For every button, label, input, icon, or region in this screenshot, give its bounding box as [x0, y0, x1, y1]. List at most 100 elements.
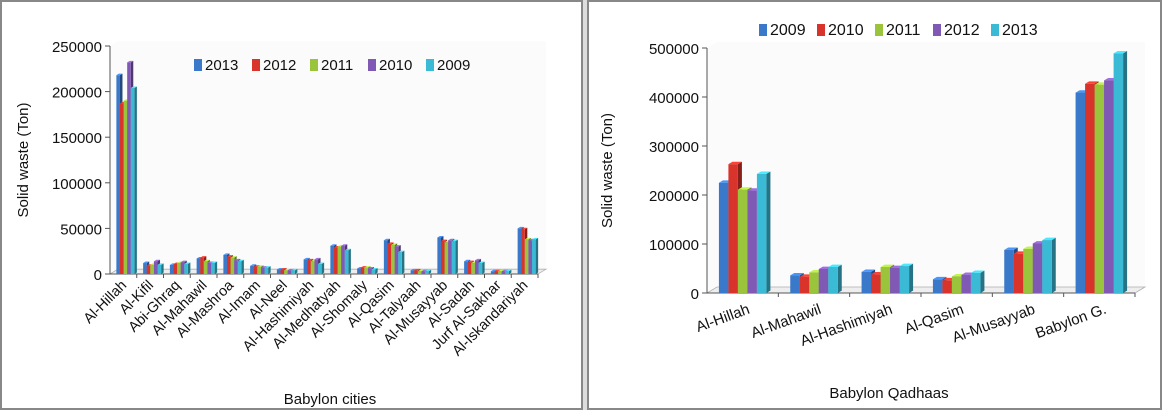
- bar-al-qasim-2013: [383, 240, 388, 274]
- bar-al-mahawil-2012: [818, 268, 829, 293]
- bar-al-neel-2010: [287, 270, 292, 274]
- bar-top: [1004, 247, 1018, 250]
- bar-top: [478, 261, 485, 264]
- bar-al-qasim-2012: [961, 274, 971, 293]
- bar-top: [440, 239, 448, 242]
- legend-label-2009: 2009: [770, 22, 806, 39]
- bar-side: [535, 237, 539, 274]
- bar-top: [303, 257, 310, 260]
- bar-al-sadah-2009: [478, 263, 483, 274]
- bar-top: [474, 258, 482, 261]
- bar-top: [464, 259, 471, 262]
- bar-al-shomaly-2013: [357, 268, 361, 274]
- bar-top: [157, 263, 164, 265]
- bar-al-neel-2009: [291, 270, 295, 274]
- x-category-label: Al-Musayyab: [950, 301, 1037, 347]
- bar-al-iskandariyah-2009: [532, 239, 536, 274]
- bar-top: [417, 269, 424, 272]
- bar-top: [383, 238, 390, 241]
- bar-al-hillah-2013: [116, 75, 120, 275]
- legend-label-2012: 2012: [263, 57, 296, 74]
- bar-al-kifil-2011: [150, 264, 154, 274]
- bar-top: [130, 86, 137, 88]
- bar-al-qasim-2009: [932, 279, 943, 293]
- bar-top: [318, 262, 325, 264]
- legend-label-2012: 2012: [944, 22, 980, 39]
- bar-al-medhatyah-2009: [344, 250, 349, 274]
- bar-al-hashimiyah-2013: [303, 259, 308, 274]
- bar-abi-ghraq-2009: [184, 263, 188, 274]
- bar-al-talyaah-2010: [421, 271, 426, 274]
- bar-al-musayyab-2011: [1023, 248, 1033, 293]
- bar-al-sadah-2013: [464, 261, 468, 274]
- bar-al-qasim-2009: [398, 252, 402, 274]
- bar-al-kifil-2013: [143, 263, 147, 274]
- bar-al-qasim-2013: [970, 272, 981, 293]
- bar-jurf-al-sakhar-2009: [505, 271, 509, 274]
- bar-top: [341, 244, 348, 246]
- bar-side: [401, 250, 405, 274]
- legend-swatch-2013: [194, 59, 202, 71]
- bar-top: [127, 60, 134, 63]
- bar-top: [899, 263, 914, 267]
- y-tick-label: 100000: [52, 176, 102, 193]
- bar-top: [517, 226, 524, 229]
- bar-top: [790, 272, 804, 276]
- bar-top: [532, 237, 539, 240]
- bar-top: [414, 268, 421, 271]
- y-tick-label: 400000: [649, 90, 699, 107]
- bar-top: [143, 261, 150, 264]
- bar-top: [524, 237, 531, 240]
- bar-al-mahawil-2013: [196, 258, 201, 274]
- bar-abi-ghraq-2012: [173, 263, 178, 274]
- bar-al-hashimiyah-2009: [318, 263, 322, 274]
- bar-side: [241, 259, 244, 274]
- legend-swatch-2010: [817, 24, 825, 36]
- bar-jurf-al-sakhar-2013: [490, 271, 495, 274]
- bar-al-mahawil-2010: [207, 263, 212, 274]
- bar-top: [211, 261, 218, 264]
- bar-side: [1123, 50, 1128, 293]
- bar-al-medhatyah-2013: [330, 245, 334, 274]
- legend-label-2009: 2009: [437, 57, 470, 74]
- y-tick-label: 250000: [52, 39, 102, 56]
- bar-al-mashroa-2013: [223, 254, 227, 274]
- bar-al-iskandariyah-2012: [521, 229, 525, 274]
- bar-al-hillah-2011: [737, 189, 748, 293]
- bar-al-qasim-2012: [387, 243, 392, 274]
- bar-al-talyaah-2013: [410, 270, 415, 274]
- bar-al-shomaly-2009: [371, 269, 376, 274]
- bar-al-mashroa-2012: [226, 256, 231, 274]
- bar-al-shomaly-2010: [367, 268, 372, 274]
- bar-al-musayyab-2013: [1042, 240, 1052, 293]
- bar-al-kifil-2009: [157, 264, 162, 274]
- bar-al-hashimiyah-2012: [890, 268, 900, 293]
- bar-top: [932, 276, 947, 280]
- bar-al-medhatyah-2010: [341, 245, 345, 274]
- bar-side: [1051, 237, 1056, 293]
- bar-al-mahawil-2010: [799, 276, 810, 293]
- panel-divider: [583, 0, 587, 410]
- bar-side: [482, 261, 485, 274]
- bar-al-hashimiyah-2013: [899, 266, 910, 293]
- bar-babylon-g--2011: [1094, 84, 1105, 293]
- legend-label-2010: 2010: [379, 57, 412, 74]
- bar-top: [153, 259, 161, 262]
- y-tick-label: 50000: [60, 221, 102, 238]
- bar-top: [394, 245, 401, 247]
- y-tick-label: 0: [94, 267, 102, 284]
- x-axis-title: Babylon Qadhaas: [829, 385, 948, 402]
- bar-side: [214, 261, 218, 274]
- bar-al-kifil-2010: [153, 261, 158, 274]
- bar-side: [508, 269, 512, 274]
- y-tick-label: 100000: [649, 237, 699, 254]
- bar-side: [294, 268, 298, 274]
- bar-al-iskandariyah-2010: [528, 240, 533, 274]
- bar-top: [421, 269, 428, 272]
- bar-al-mahawil-2012: [200, 257, 204, 274]
- bar-top: [180, 260, 187, 263]
- bar-side: [161, 263, 164, 274]
- bar-top: [494, 269, 501, 272]
- legend-swatch-2011: [310, 59, 318, 71]
- bar-top: [226, 255, 234, 257]
